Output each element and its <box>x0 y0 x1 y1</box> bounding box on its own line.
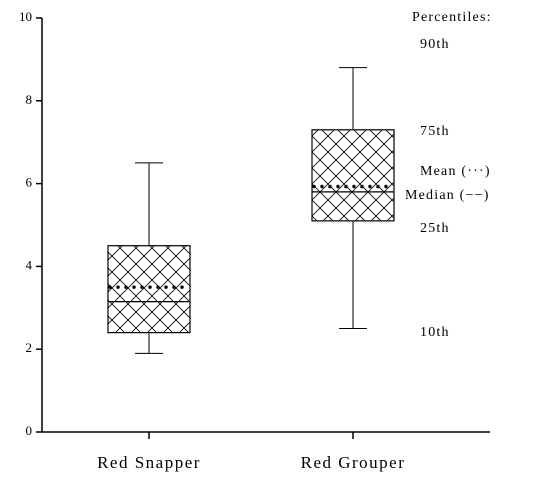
annotation: 25th <box>420 221 450 236</box>
y-tick-label: 10 <box>19 9 32 24</box>
annotation: Median (−−) <box>405 188 490 203</box>
y-tick-label: 4 <box>26 257 33 272</box>
box <box>107 245 191 334</box>
annotation: 10th <box>420 325 450 340</box>
x-tick-label: Red Snapper <box>97 453 201 472</box>
y-tick-label: 8 <box>26 92 33 107</box>
box <box>311 129 395 222</box>
annotation: 75th <box>420 124 450 139</box>
y-tick-label: 0 <box>26 423 33 438</box>
annotation: Mean (···) <box>420 164 491 179</box>
annotation: Percentiles: <box>412 10 492 25</box>
annotation: 90th <box>420 37 450 52</box>
x-tick-label: Red Grouper <box>301 453 406 472</box>
y-tick-label: 6 <box>26 175 33 190</box>
y-tick-label: 2 <box>26 340 33 355</box>
